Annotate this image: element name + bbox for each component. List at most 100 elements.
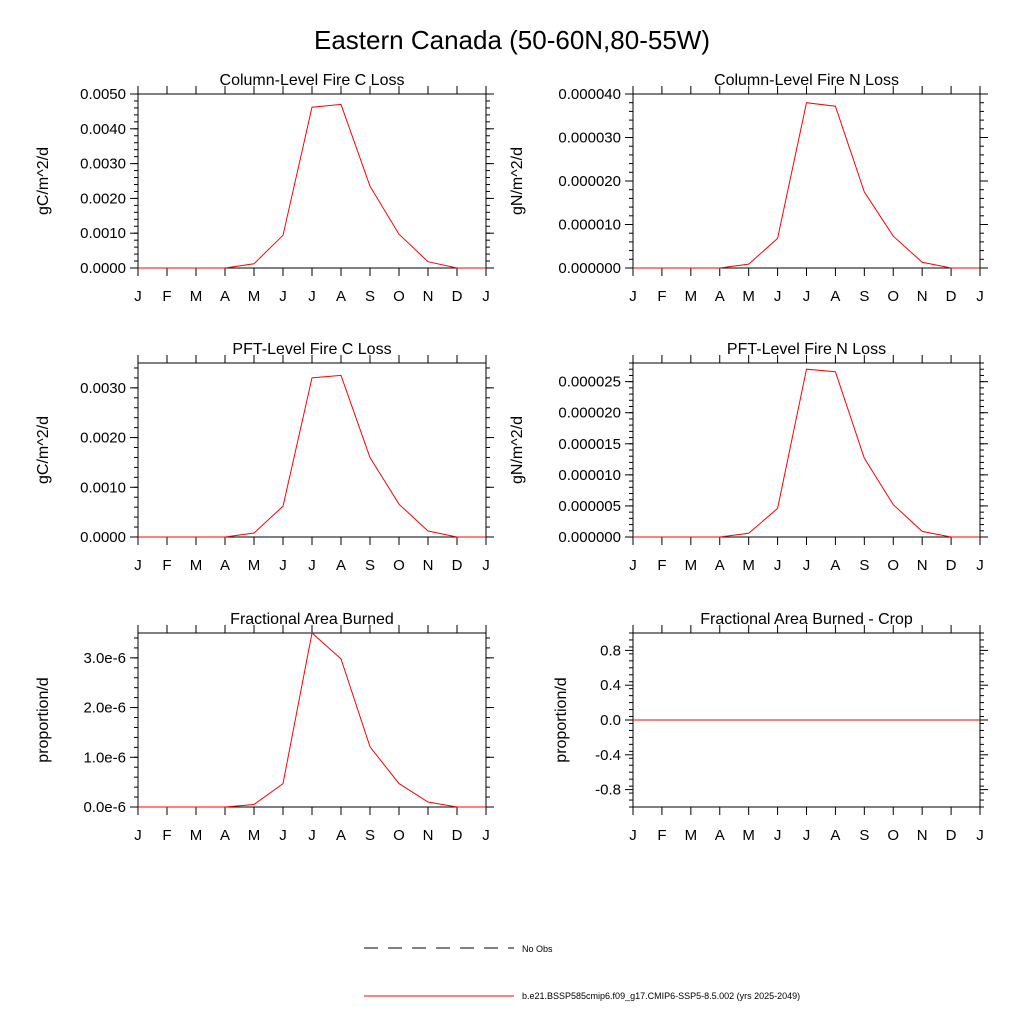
y-tick-label: 0.000010 [558, 467, 621, 484]
x-tick-label: D [946, 288, 957, 305]
x-tick-label: O [393, 288, 405, 305]
x-tick-label: S [859, 827, 869, 844]
figure-title: Eastern Canada (50-60N,80-55W) [314, 25, 710, 55]
x-tick-label: A [715, 827, 725, 844]
x-tick-label: J [976, 827, 984, 844]
series-line-1 [138, 632, 486, 808]
x-tick-label: N [423, 827, 434, 844]
x-tick-label: F [657, 557, 666, 574]
x-tick-label: S [365, 557, 375, 574]
x-tick-label: J [629, 557, 637, 574]
x-tick-label: N [917, 288, 928, 305]
x-tick-label: J [134, 827, 142, 844]
x-tick-label: A [336, 288, 346, 305]
x-tick-label: S [365, 288, 375, 305]
y-tick-label: 0.000030 [558, 130, 621, 147]
x-tick-label: M [190, 288, 203, 305]
y-tick-label: 0.0e-6 [83, 799, 126, 816]
y-tick-label: 0.0040 [80, 121, 126, 138]
x-tick-label: J [803, 827, 811, 844]
y-axis-label: gN/m^2/d [509, 416, 526, 484]
x-tick-label: J [629, 827, 637, 844]
x-tick-label: F [162, 827, 171, 844]
x-tick-label: J [279, 288, 287, 305]
x-tick-label: M [742, 827, 755, 844]
x-tick-label: J [308, 827, 316, 844]
x-tick-label: A [220, 288, 230, 305]
y-axis-label: gC/m^2/d [35, 416, 52, 484]
panel-title: Column-Level Fire C Loss [220, 72, 405, 89]
x-tick-label: N [917, 557, 928, 574]
x-tick-label: O [393, 827, 405, 844]
y-tick-label: 2.0e-6 [83, 700, 126, 717]
plot-frame [137, 93, 487, 269]
x-tick-label: N [423, 557, 434, 574]
x-tick-label: J [482, 557, 490, 574]
y-tick-label: -0.8 [595, 782, 621, 799]
x-tick-label: F [162, 557, 171, 574]
x-tick-label: M [685, 557, 698, 574]
x-tick-label: O [887, 557, 899, 574]
y-axis-label: gC/m^2/d [35, 147, 52, 215]
x-tick-label: S [859, 288, 869, 305]
y-tick-label: 0.0030 [80, 156, 126, 173]
x-tick-label: J [482, 827, 490, 844]
y-axis-label: proportion/d [35, 677, 52, 762]
series-line-1 [138, 103, 486, 269]
x-tick-label: A [715, 557, 725, 574]
y-tick-label: 1.0e-6 [83, 749, 126, 766]
x-tick-label: J [134, 288, 142, 305]
y-tick-label: 0.0020 [80, 430, 126, 447]
x-tick-label: M [190, 827, 203, 844]
y-tick-label: 0.0030 [80, 380, 126, 397]
x-tick-label: S [365, 827, 375, 844]
y-axis-label: gN/m^2/d [509, 147, 526, 215]
x-tick-label: S [859, 557, 869, 574]
panel-title: PFT-Level Fire C Loss [232, 341, 391, 358]
x-tick-label: M [190, 557, 203, 574]
x-tick-label: F [162, 288, 171, 305]
x-tick-label: A [830, 827, 840, 844]
y-tick-label: 0.000015 [558, 436, 621, 453]
x-tick-label: M [248, 288, 261, 305]
x-tick-label: F [657, 288, 666, 305]
x-tick-label: J [774, 827, 782, 844]
legend: No Obs b.e21.BSSP585cmip6.f09_g17.CMIP6-… [364, 944, 800, 1001]
x-tick-label: J [976, 288, 984, 305]
panel-title: Fractional Area Burned [230, 611, 394, 628]
x-tick-label: D [946, 827, 957, 844]
plot-frame [632, 362, 981, 538]
x-tick-label: D [452, 288, 463, 305]
y-tick-label: 0.000020 [558, 173, 621, 190]
y-tick-label: -0.4 [595, 747, 621, 764]
y-tick-label: 0.0010 [80, 479, 126, 496]
x-tick-label: J [774, 288, 782, 305]
x-tick-label: J [803, 288, 811, 305]
y-tick-label: 0.000040 [558, 86, 621, 103]
series-line-1 [138, 374, 486, 538]
plot-frame [137, 362, 487, 538]
plot-frame [137, 632, 487, 808]
y-tick-label: 3.0e-6 [83, 650, 126, 667]
x-tick-label: O [887, 288, 899, 305]
x-tick-label: M [742, 557, 755, 574]
x-tick-label: J [629, 288, 637, 305]
x-tick-label: J [279, 827, 287, 844]
x-tick-label: F [657, 827, 666, 844]
x-tick-label: O [393, 557, 405, 574]
x-tick-label: J [774, 557, 782, 574]
x-tick-label: A [336, 827, 346, 844]
x-tick-label: J [803, 557, 811, 574]
series-line-1 [633, 368, 980, 538]
x-tick-label: D [452, 557, 463, 574]
x-tick-label: A [336, 557, 346, 574]
y-tick-label: 0.000000 [558, 529, 621, 546]
y-tick-label: 0.000020 [558, 405, 621, 422]
x-tick-label: J [134, 557, 142, 574]
y-tick-label: 0.0000 [80, 529, 126, 546]
x-tick-label: M [742, 288, 755, 305]
